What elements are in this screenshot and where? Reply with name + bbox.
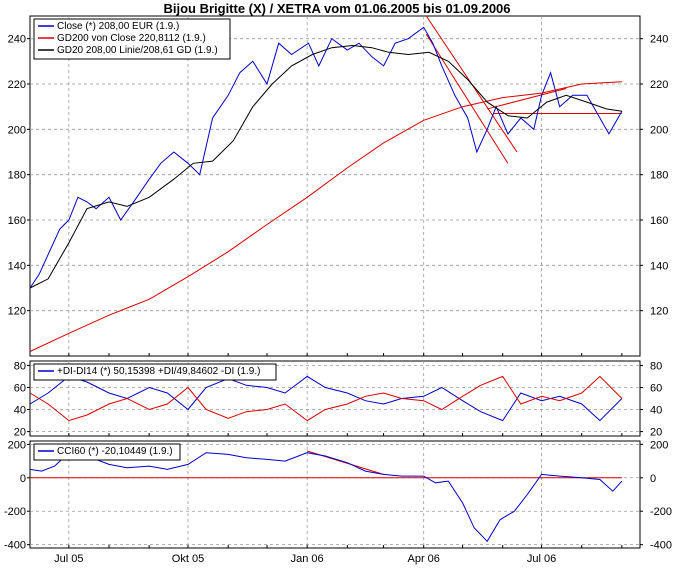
legend-label: GD200 von Close 220,8112 (1.9.) <box>57 33 206 44</box>
x-tick-label: Jul 06 <box>527 553 556 565</box>
y-tick-label-right: 60 <box>650 382 662 394</box>
y-tick-label-right: 20 <box>650 427 662 439</box>
y-tick-label-right: -400 <box>650 540 672 552</box>
y-tick-label-left: 80 <box>14 360 26 372</box>
trend-line <box>487 88 567 110</box>
y-tick-label-right: 220 <box>650 79 668 91</box>
y-tick-label-right: 200 <box>650 124 668 136</box>
y-tick-label-left: 200 <box>8 439 26 451</box>
y-tick-label-right: 240 <box>650 34 668 46</box>
legend-box <box>33 443 181 461</box>
y-tick-label-left: 200 <box>8 124 26 136</box>
y-tick-label-left: 40 <box>14 405 26 417</box>
legend-label: +DI-DI14 (*) 50,15398 +DI/49,84602 -DI (… <box>57 366 260 377</box>
y-tick-label-left: -200 <box>4 506 26 518</box>
series-line-0 <box>29 452 623 543</box>
panel-0: 120 120 140 140 160 160 180 180 200 200 220 220 240 2… <box>8 15 668 357</box>
y-tick-label-right: 180 <box>650 170 668 182</box>
y-tick-label-left: 220 <box>8 79 26 91</box>
y-tick-label-right: 160 <box>650 215 668 227</box>
legend-label: GD20 208,00 Linie/208,61 GD (1.9.) <box>57 45 218 56</box>
x-tick-label: Jul 05 <box>54 553 83 565</box>
y-tick-label-left: 0 <box>20 473 26 485</box>
y-tick-label-right: 40 <box>650 405 662 417</box>
legend-box <box>33 363 277 381</box>
y-tick-label-right: 200 <box>650 439 668 451</box>
y-tick-label-left: -400 <box>4 540 26 552</box>
x-tick-label: Apr 06 <box>408 553 440 565</box>
x-tick-label: Okt 05 <box>172 553 204 565</box>
series-line-2 <box>29 44 622 289</box>
series-line-1 <box>29 375 623 422</box>
panel-frame <box>29 15 641 357</box>
panel-1: 20 20 40 40 60 60 80 80 +DI-DI14 (*) 50,15398 +D… <box>14 360 663 438</box>
legend-box <box>33 18 231 60</box>
trend-line <box>425 33 509 164</box>
y-tick-label-left: 140 <box>8 260 26 272</box>
y-tick-label-left: 60 <box>14 382 26 394</box>
y-tick-label-left: 180 <box>8 170 26 182</box>
panel-2: -400 -400 -200 -200 0 0 200 200 CCI60 (*) -20,10… <box>4 439 672 551</box>
y-tick-label-left: 240 <box>8 34 26 46</box>
y-tick-label-right: 140 <box>650 260 668 272</box>
y-tick-label-right: 0 <box>650 473 656 485</box>
y-tick-label-right: 80 <box>650 360 662 372</box>
series-line-1 <box>29 81 622 352</box>
y-tick-label-left: 20 <box>14 427 26 439</box>
y-tick-label-left: 120 <box>8 306 26 318</box>
legend-label: Close (*) 208,00 EUR (1.9.) <box>57 21 179 32</box>
legend-label: CCI60 (*) -20,10449 (1.9.) <box>57 446 173 457</box>
y-tick-label-right: -200 <box>650 506 672 518</box>
chart-title: Bijou Brigitte (X) / XETRA vom 01.06.200… <box>163 1 511 16</box>
x-tick-label: Jan 06 <box>291 553 324 565</box>
y-tick-label-left: 160 <box>8 215 26 227</box>
series-line-0 <box>29 26 623 289</box>
y-tick-label-right: 120 <box>650 306 668 318</box>
